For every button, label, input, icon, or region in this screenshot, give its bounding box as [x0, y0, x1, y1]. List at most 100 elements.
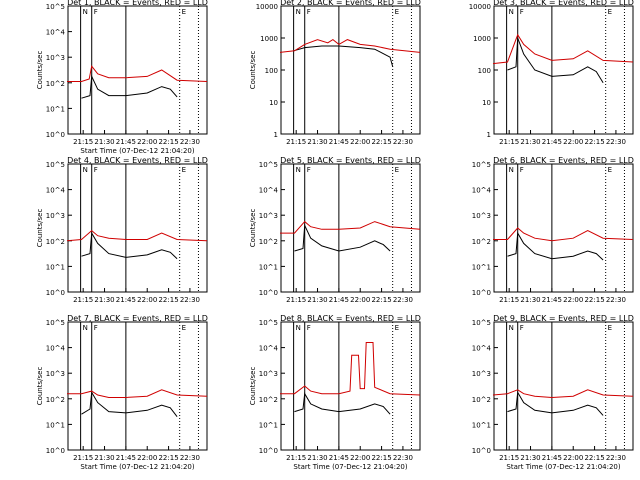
time-marker-label: N: [296, 8, 301, 16]
y-tick-label: 10^5: [46, 319, 65, 327]
time-marker-label: N: [83, 166, 88, 174]
x-tick-label: 22:00: [350, 454, 370, 462]
y-tick-label: 10^0: [472, 447, 491, 455]
y-tick-label: 10^0: [46, 447, 65, 455]
time-marker-label: N: [296, 324, 301, 332]
chart-title: Det 2, BLACK = Events, RED = LLD: [280, 0, 421, 7]
y-tick-label: 10^0: [259, 289, 278, 297]
x-tick-label: 22:00: [137, 454, 157, 462]
y-tick-label: 10^1: [472, 421, 491, 429]
x-tick-label: 22:30: [606, 296, 626, 304]
x-tick-label: 21:45: [542, 296, 562, 304]
y-axis-label: Counts/sec: [36, 367, 44, 406]
y-tick-label: 10^4: [259, 345, 279, 353]
series-line-red: [279, 38, 421, 53]
y-tick-label: 100: [265, 67, 278, 75]
y-tick-label: 10^2: [259, 238, 278, 246]
x-tick-label: 21:30: [520, 138, 540, 146]
chart-title: Det 3, BLACK = Events, RED = LLD: [493, 0, 634, 7]
x-tick-label: 22:00: [350, 296, 370, 304]
x-axis-label: Start Time (07-Dec-12 21:04:20): [80, 147, 194, 155]
x-tick-label: 22:15: [371, 296, 391, 304]
chart-panel-1: Det 1, BLACK = Events, RED = LLD 10^0 10^1…: [36, 0, 208, 155]
y-tick-label: 10^1: [46, 105, 65, 113]
time-marker-label: F: [307, 8, 311, 16]
y-tick-label: 10^1: [46, 263, 65, 271]
y-tick-label: 100: [478, 67, 491, 75]
time-marker-label: E: [182, 324, 186, 332]
time-marker-label: E: [608, 8, 612, 16]
chart-title: Det 5, BLACK = Events, RED = LLD: [280, 156, 421, 165]
y-tick-label: 10^5: [472, 319, 491, 327]
x-tick-label: 21:45: [329, 454, 349, 462]
series-line-red: [493, 227, 634, 242]
chart-panel-5: Det 5, BLACK = Events, RED = LLD 10^0 10^1…: [249, 156, 421, 304]
plot-frame: [280, 5, 421, 135]
x-tick-label: 22:15: [158, 138, 178, 146]
y-tick-label: 10^5: [259, 319, 278, 327]
y-tick-label: 10^4: [46, 187, 66, 195]
y-axis-label: Counts/sec: [249, 209, 257, 248]
y-tick-label: 10^2: [46, 80, 65, 88]
x-tick-label: 21:15: [73, 296, 93, 304]
y-tick-label: 1: [274, 131, 278, 139]
time-marker-label: E: [395, 8, 399, 16]
plot-frame: [67, 321, 208, 451]
time-marker-label: F: [520, 8, 524, 16]
y-tick-label: 10^1: [259, 263, 278, 271]
y-tick-label: 10^3: [46, 54, 65, 62]
time-marker-label: N: [509, 8, 514, 16]
y-axis-label: Counts/sec: [249, 367, 257, 406]
chart-title: Det 6, BLACK = Events, RED = LLD: [493, 156, 634, 165]
x-tick-label: 22:00: [350, 138, 370, 146]
x-tick-label: 21:30: [94, 454, 114, 462]
plot-frame: [280, 321, 421, 451]
y-tick-label: 10^3: [472, 370, 491, 378]
series-line-black: [507, 37, 604, 84]
plot-frame: [280, 163, 421, 293]
plot-frame: [67, 5, 208, 135]
y-tick-label: 1000: [260, 35, 278, 43]
x-tick-label: 21:30: [307, 138, 327, 146]
chart-panel-2: Det 2, BLACK = Events, RED = LLD 1 10 100 10…: [249, 0, 421, 146]
chart-panel-6: Det 6, BLACK = Events, RED = LLD 10^0 10^1…: [472, 156, 634, 304]
series-line-black: [81, 390, 178, 418]
series-line-black: [81, 231, 178, 260]
chart-panel-4: Det 4, BLACK = Events, RED = LLD 10^0 10^1…: [36, 156, 208, 304]
y-tick-label: 10^0: [472, 289, 491, 297]
x-tick-label: 21:15: [286, 296, 306, 304]
chart-title: Det 1, BLACK = Events, RED = LLD: [67, 0, 208, 7]
x-tick-label: 22:30: [393, 454, 413, 462]
chart-panel-8: Det 8, BLACK = Events, RED = LLD 10^0 10^1…: [249, 314, 421, 471]
x-tick-label: 22:15: [584, 296, 604, 304]
y-axis-label: Counts/sec: [249, 51, 257, 90]
y-tick-label: 10^3: [46, 212, 65, 220]
x-tick-label: 21:45: [542, 454, 562, 462]
x-tick-label: 21:15: [286, 454, 306, 462]
y-tick-label: 10^3: [259, 370, 278, 378]
x-tick-label: 21:30: [520, 296, 540, 304]
time-marker-label: F: [520, 166, 524, 174]
x-tick-label: 22:30: [180, 454, 200, 462]
plot-frame: [493, 163, 634, 293]
series-line-red: [492, 33, 634, 65]
series-line-black: [507, 231, 604, 261]
time-marker-label: E: [182, 166, 186, 174]
y-tick-label: 10^5: [46, 3, 65, 11]
y-tick-label: 10: [269, 99, 278, 107]
chart-title: Det 9, BLACK = Events, RED = LLD: [493, 314, 634, 323]
x-axis-label: Start Time (07-Dec-12 21:04:20): [80, 463, 194, 471]
y-tick-label: 10^0: [46, 289, 65, 297]
series-line-red: [492, 389, 634, 399]
y-tick-label: 10^4: [259, 187, 279, 195]
x-tick-label: 22:15: [158, 296, 178, 304]
y-axis-label: Counts/sec: [36, 209, 44, 248]
time-marker-label: N: [509, 166, 514, 174]
plot-frame: [67, 163, 208, 293]
x-tick-label: 22:00: [563, 138, 583, 146]
x-tick-label: 21:30: [94, 138, 114, 146]
x-tick-label: 22:30: [393, 296, 413, 304]
x-tick-label: 21:30: [520, 454, 540, 462]
y-tick-label: 10^3: [259, 212, 278, 220]
x-tick-label: 22:15: [371, 138, 391, 146]
